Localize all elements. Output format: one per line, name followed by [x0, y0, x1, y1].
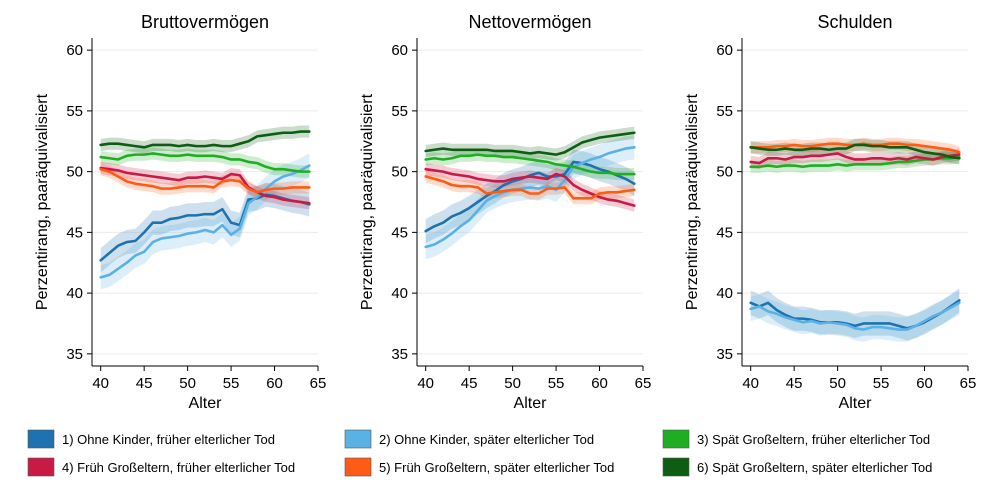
y-tick-label: 60 [391, 42, 408, 59]
y-tick-label: 40 [716, 285, 733, 302]
series-4-line [749, 152, 961, 165]
series-5-band [425, 170, 635, 205]
y-tick-label: 60 [66, 42, 83, 59]
x-tick-label: 50 [829, 375, 846, 392]
series-2-line [99, 164, 311, 279]
y-tick-label: 50 [716, 164, 733, 181]
legend-label: 4) Früh Großeltern, früher elterlicher T… [62, 460, 295, 475]
y-axis-label: Perzentirang, paaräquivalisiert [359, 93, 376, 310]
x-tick-label: 40 [92, 375, 109, 392]
legend-swatch [27, 429, 55, 449]
series-6-band [100, 125, 310, 154]
y-tick-label: 35 [391, 346, 408, 363]
y-tick-label: 35 [716, 346, 733, 363]
legend-item: 1) Ohne Kinder, früher elterlicher Tod [27, 429, 275, 449]
legend-label: 5) Früh Großeltern, später elterlicher T… [379, 460, 614, 475]
y-tick-label: 45 [66, 224, 83, 241]
y-axis-label: Perzentirang, paaräquivalisiert [34, 93, 51, 310]
series-2-band [425, 135, 635, 260]
x-tick-label: 55 [223, 375, 240, 392]
series-5-band [100, 163, 310, 199]
series-4-line [99, 166, 311, 205]
series-6-line [99, 130, 311, 149]
legend-item: 3) Spät Großeltern, früher elterlicher T… [662, 429, 930, 449]
y-tick-label: 55 [716, 103, 733, 120]
series-5-line [424, 175, 636, 200]
legend-label: 3) Spät Großeltern, früher elterlicher T… [697, 432, 930, 447]
legend-label: 1) Ohne Kinder, früher elterlicher Tod [62, 432, 275, 447]
legend-swatch [344, 457, 372, 477]
legend: 1) Ohne Kinder, früher elterlicher Tod 2)… [27, 429, 932, 477]
legend-swatch [27, 457, 55, 477]
legend-label: 6) Spät Großeltern, später elterlicher T… [697, 460, 932, 475]
y-tick-label: 35 [66, 346, 83, 363]
y-tick-label: 45 [716, 224, 733, 241]
legend-swatch [662, 457, 690, 477]
y-tick-label: 50 [391, 164, 408, 181]
panel-title: Bruttovermögen [141, 12, 269, 32]
x-axis-label: Alter [839, 395, 873, 412]
chart-panel-2: Nettovermögen 35 40 45 50 55 60 40 45 50 55 60 65 Alt… [359, 12, 651, 412]
x-tick-label: 65 [310, 375, 327, 392]
y-tick-label: 55 [391, 103, 408, 120]
x-tick-label: 45 [461, 375, 478, 392]
y-tick-label: 40 [391, 285, 408, 302]
x-tick-label: 55 [548, 375, 565, 392]
series-5-line [99, 167, 311, 194]
series-4-band [425, 163, 635, 212]
x-tick-label: 50 [179, 375, 196, 392]
legend-item: 5) Früh Großeltern, später elterlicher T… [344, 457, 614, 477]
series-1-band [425, 149, 635, 244]
series-2-line [749, 301, 961, 331]
legend-item: 6) Spät Großeltern, später elterlicher T… [662, 457, 932, 477]
x-tick-label: 45 [136, 375, 153, 392]
legend-label: 2) Ohne Kinder, später elterlicher Tod [379, 432, 594, 447]
series-6-band [425, 126, 635, 161]
panel-title: Schulden [817, 12, 892, 32]
x-tick-label: 60 [916, 375, 933, 392]
y-tick-label: 40 [66, 285, 83, 302]
series-5-band [750, 137, 960, 159]
y-tick-label: 60 [716, 42, 733, 59]
y-tick-label: 55 [66, 103, 83, 120]
y-axis-label: Perzentirang, paaräquivalisiert [684, 93, 701, 310]
series-4-line [424, 167, 636, 207]
series-3-band [100, 147, 310, 178]
x-tick-label: 40 [417, 375, 434, 392]
x-tick-label: 55 [873, 375, 890, 392]
series-6-line [424, 131, 636, 156]
series-2-line [424, 146, 636, 249]
legend-item: 4) Früh Großeltern, früher elterlicher T… [27, 457, 295, 477]
x-tick-label: 65 [960, 375, 977, 392]
y-tick-label: 45 [391, 224, 408, 241]
x-axis-label: Alter [514, 395, 548, 412]
x-tick-label: 45 [786, 375, 803, 392]
x-tick-label: 60 [591, 375, 608, 392]
legend-item: 2) Ohne Kinder, später elterlicher Tod [344, 429, 594, 449]
series-3-line [99, 152, 311, 173]
panel-title: Nettovermögen [468, 12, 591, 32]
x-tick-label: 60 [266, 375, 283, 392]
x-tick-label: 50 [504, 375, 521, 392]
chart-panel-1: Bruttovermögen 35 40 45 50 55 60 40 45 50 55 60 65 Al… [34, 12, 326, 412]
chart-panel-3: Schulden 35 40 45 50 55 60 40 45 50 55 60 65 Alter Per… [684, 12, 976, 412]
series-3-line [424, 153, 636, 176]
x-axis-label: Alter [189, 395, 223, 412]
series-2-band [100, 153, 310, 290]
y-tick-label: 50 [66, 164, 83, 181]
legend-swatch [662, 429, 690, 449]
x-tick-label: 65 [635, 375, 652, 392]
legend-swatch [344, 429, 372, 449]
series-3-band [425, 148, 635, 181]
series-1-band [100, 182, 310, 273]
x-tick-label: 40 [742, 375, 759, 392]
series-6-line [749, 143, 961, 160]
